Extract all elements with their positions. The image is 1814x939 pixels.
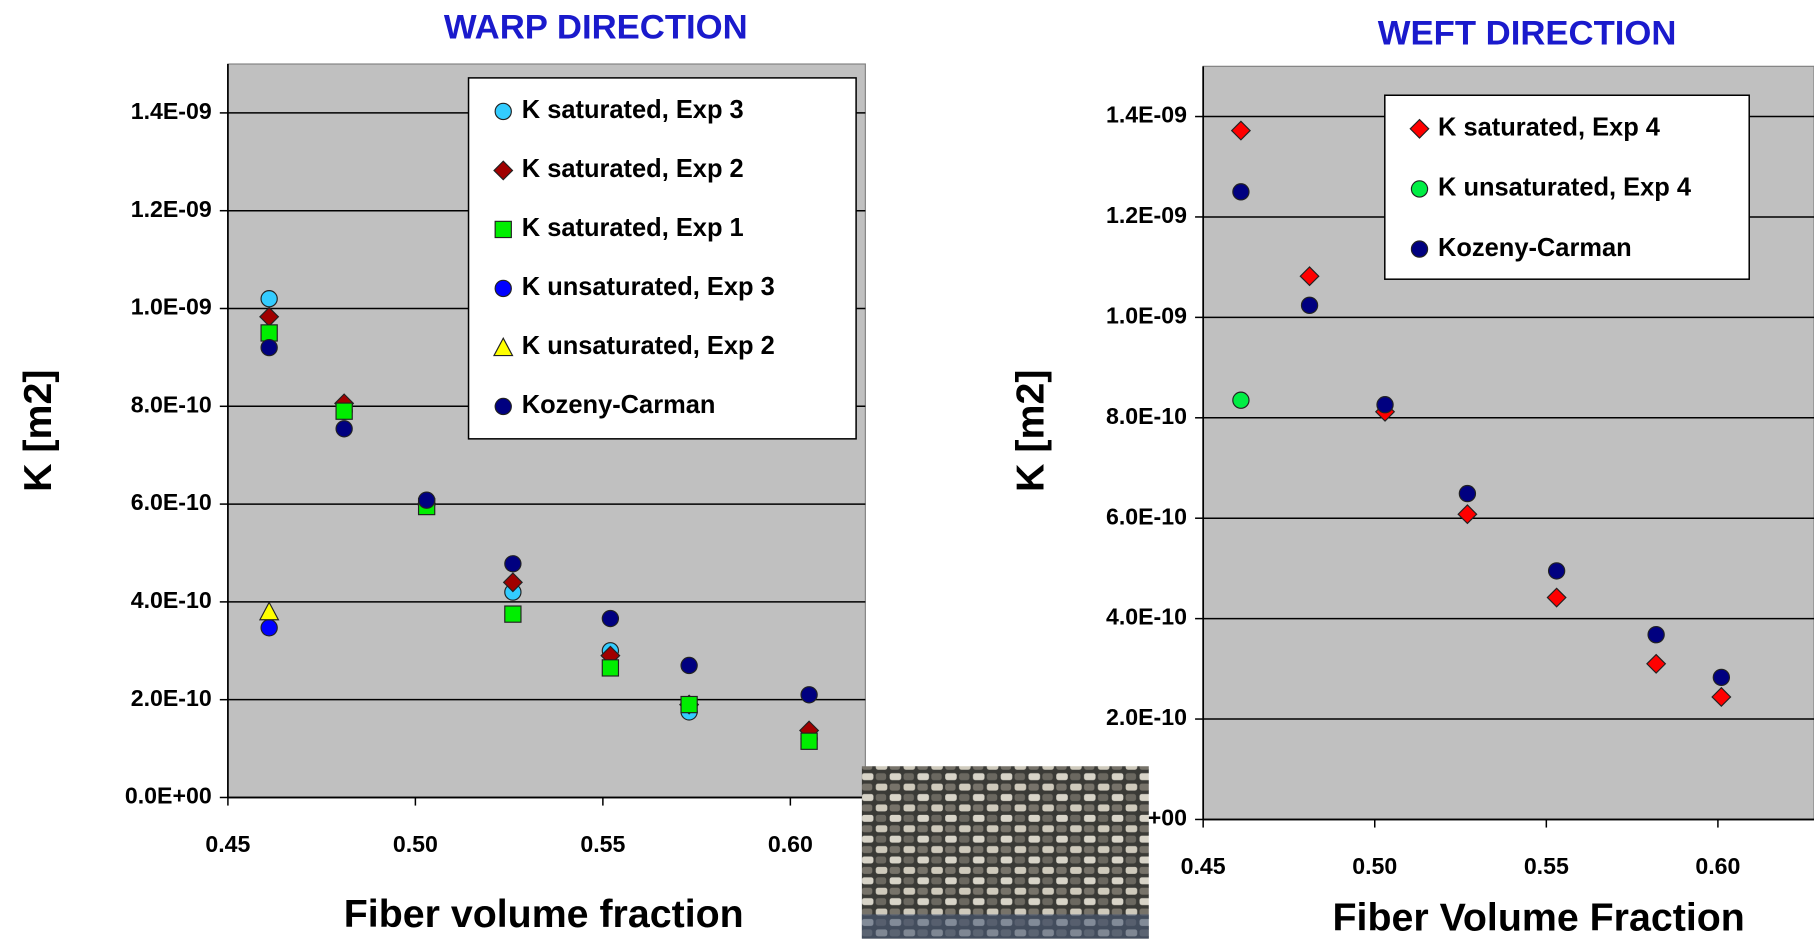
legend-label: Kozeny-Carman <box>522 391 716 419</box>
marker-circle <box>1647 626 1665 644</box>
x-tick-label: 0.50 <box>393 831 438 857</box>
marker-square <box>800 732 818 750</box>
legend-label: Kozeny-Carman <box>1438 234 1632 262</box>
marker-diamond <box>1230 120 1251 141</box>
y-axis-label: K [m2] <box>16 370 60 492</box>
x-tick-label: 0.55 <box>580 831 625 857</box>
marker-circle <box>1376 396 1394 414</box>
y-tick-label: 4.0E-10 <box>1106 604 1187 630</box>
y-tick-label: 1.4E-09 <box>1106 102 1187 128</box>
marker-circle <box>494 279 512 298</box>
y-tick-label: 1.2E-09 <box>131 196 212 222</box>
legend-label: K unsaturated, Exp 4 <box>1438 174 1692 202</box>
marker-triangle <box>258 601 280 621</box>
y-tick-label: 1.0E-09 <box>1106 302 1187 328</box>
y-tick-label: 8.0E-10 <box>131 391 212 417</box>
marker-circle <box>800 686 818 704</box>
marker-diamond <box>1711 686 1732 708</box>
marker-circle <box>260 619 278 637</box>
legend-label: K unsaturated, Exp 2 <box>522 332 775 360</box>
x-axis-label: Fiber volume fraction <box>344 892 744 936</box>
marker-circle <box>504 555 522 573</box>
y-tick-label: 0.0E+00 <box>125 783 212 809</box>
marker-diamond <box>1409 118 1430 139</box>
marker-square <box>335 402 353 420</box>
marker-triangle <box>493 336 514 357</box>
y-tick-label: 1.4E-09 <box>131 98 212 124</box>
x-tick-label: 0.50 <box>1352 853 1397 879</box>
marker-diamond <box>1457 504 1478 525</box>
y-tick-label: 6.0E-10 <box>1106 503 1187 529</box>
marker-circle <box>260 338 278 357</box>
marker-square <box>260 324 278 342</box>
y-tick-label: 4.0E-10 <box>131 587 212 613</box>
chart-title: WEFT DIRECTION <box>1378 14 1677 52</box>
legend-box <box>1384 94 1750 280</box>
chart-title: WARP DIRECTION <box>444 8 748 46</box>
marker-circle <box>1410 240 1429 258</box>
marker-diamond <box>1546 587 1567 608</box>
y-tick-label: 1.0E-09 <box>131 294 212 320</box>
marker-circle <box>260 290 278 308</box>
legend-label: K saturated, Exp 4 <box>1438 114 1661 142</box>
legend-label: K saturated, Exp 2 <box>522 155 744 183</box>
x-tick-label: 0.55 <box>1524 853 1569 879</box>
marker-square <box>601 659 620 677</box>
marker-circle <box>1232 391 1250 409</box>
legend-label: K unsaturated, Exp 3 <box>522 273 775 301</box>
marker-diamond <box>502 572 523 593</box>
y-tick-label: 2.0E-10 <box>131 685 212 711</box>
marker-circle <box>1300 296 1319 314</box>
marker-circle <box>417 491 436 509</box>
marker-circle <box>1232 183 1250 201</box>
x-axis-label: Fiber Volume Fraction <box>1333 895 1745 939</box>
marker-diamond <box>1299 266 1320 287</box>
fabric-photo <box>861 766 1149 939</box>
marker-circle <box>601 609 620 628</box>
legend-box <box>467 77 857 440</box>
marker-circle <box>1410 180 1429 198</box>
x-tick-label: 0.45 <box>205 831 250 857</box>
marker-square <box>494 220 512 239</box>
marker-square <box>680 695 698 714</box>
legend-label: K saturated, Exp 1 <box>522 214 744 242</box>
marker-circle <box>680 656 698 675</box>
marker-circle <box>1458 484 1477 503</box>
marker-circle <box>1712 668 1731 687</box>
marker-circle <box>494 102 512 121</box>
marker-diamond <box>1646 653 1667 674</box>
y-tick-label: 8.0E-10 <box>1106 403 1187 429</box>
x-tick-label: 0.45 <box>1181 853 1226 879</box>
marker-circle <box>494 397 512 416</box>
marker-square <box>504 605 522 623</box>
x-tick-label: 0.60 <box>1695 853 1740 879</box>
y-tick-label: 1.2E-09 <box>1106 202 1187 228</box>
x-tick-label: 0.60 <box>768 831 813 857</box>
y-tick-label: 2.0E-10 <box>1106 704 1187 730</box>
marker-circle <box>335 420 353 438</box>
y-axis-label: K [m2] <box>1008 370 1052 492</box>
y-tick-label: 6.0E-10 <box>131 489 212 515</box>
marker-diamond <box>493 160 514 181</box>
marker-circle <box>1547 562 1566 580</box>
legend-label: K saturated, Exp 3 <box>522 96 744 124</box>
